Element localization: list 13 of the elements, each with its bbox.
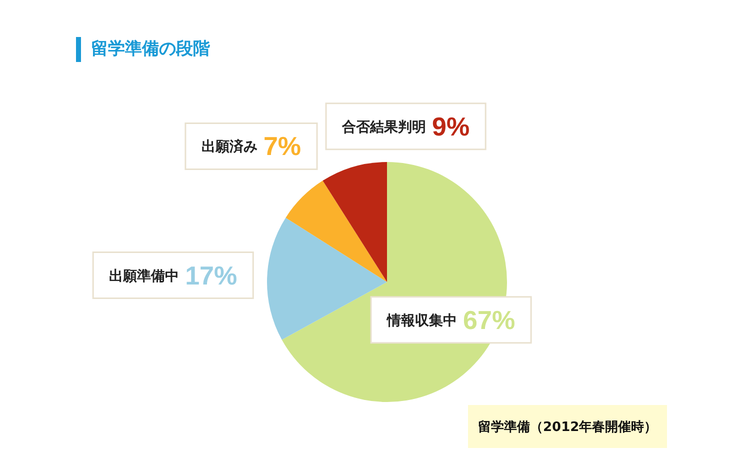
pie-slice [286, 180, 387, 282]
pie-slice [322, 162, 387, 282]
data-label: 9% [432, 111, 470, 142]
data-label: 7% [263, 131, 302, 162]
note-box: 留学準備（2012年春開催時） [468, 405, 668, 448]
chart-title: 留学準備の段階 [91, 38, 210, 60]
data-label: 67% [463, 304, 516, 335]
slice-label: 合否結果判明 [341, 119, 426, 136]
slice-label: 出願済み [201, 138, 258, 156]
slice-label: 出願準備中 [109, 268, 180, 284]
slice-label: 情報収集中 [386, 312, 458, 329]
pie-slice [267, 218, 387, 340]
data-label: 17% [185, 260, 238, 290]
